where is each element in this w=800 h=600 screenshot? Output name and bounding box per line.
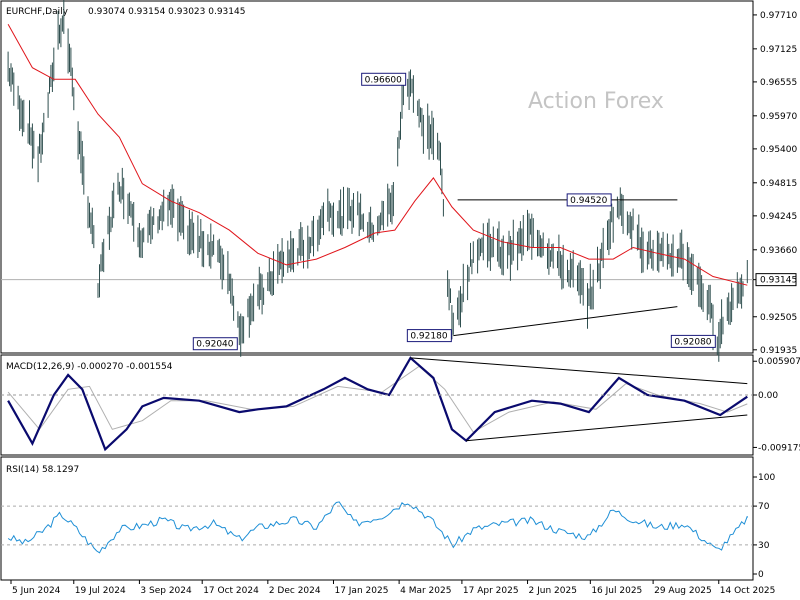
ohlc-header: 0.93074 0.93154 0.93023 0.93145 bbox=[88, 7, 245, 17]
macd-trendline bbox=[410, 357, 748, 385]
moving-average-line bbox=[7, 23, 748, 286]
x-tick-label: 16 Jul 2025 bbox=[591, 586, 642, 596]
annotation-box bbox=[566, 193, 612, 207]
annotation-label: 0.92040 bbox=[196, 340, 233, 350]
watermark: Action Forex bbox=[528, 89, 664, 114]
annotation-box bbox=[406, 329, 452, 343]
price-tick-label: 0.95970 bbox=[760, 112, 797, 122]
x-tick-label: 3 Sep 2024 bbox=[140, 586, 192, 596]
macd-lines bbox=[7, 356, 748, 452]
rsi-panel-title: RSI(14) 58.1297 bbox=[6, 465, 79, 475]
rsi-tick-label: 100 bbox=[758, 473, 775, 483]
x-tick-label: 17 Jan 2025 bbox=[334, 586, 388, 596]
x-tick-label: 29 Aug 2025 bbox=[654, 586, 712, 596]
macd-tick-label: 0.00 bbox=[758, 391, 778, 401]
annotation-label: 0.92080 bbox=[674, 337, 711, 347]
price-tick-label: 0.97125 bbox=[760, 45, 797, 55]
rsi-axis: 100 70 30 0 bbox=[1, 473, 775, 580]
x-tick-label: 4 Mar 2025 bbox=[400, 586, 451, 596]
moving-average bbox=[7, 23, 748, 286]
price-axis: 0.97710 0.97125 0.96555 0.95970 0.95400 0.948… bbox=[753, 11, 797, 356]
price-panel-title: EURCHF,Daily bbox=[6, 7, 69, 17]
x-tick-label: 19 Jul 2024 bbox=[75, 586, 126, 596]
macd-tick-label: 0.005907 bbox=[758, 357, 800, 367]
price-tick-label: 0.95400 bbox=[760, 145, 797, 155]
macd-axis: 0.005907 0.00 -0.009175 bbox=[1, 357, 800, 453]
rsi-line bbox=[7, 501, 748, 554]
macd-panel bbox=[0, 354, 754, 456]
price-tick-label: 0.93660 bbox=[760, 246, 797, 256]
x-axis: 5 Jun 2024 19 Jul 2024 3 Sep 2024 17 Oct 20… bbox=[10, 580, 776, 596]
price-tick-label: 0.97710 bbox=[760, 11, 797, 21]
x-tick-label: 2 Dec 2024 bbox=[269, 586, 321, 596]
annotation-box bbox=[361, 72, 407, 86]
price-tick-label: 0.91935 bbox=[760, 346, 797, 356]
rsi-lines bbox=[7, 501, 748, 554]
price-tick-label: 0.96555 bbox=[760, 78, 797, 88]
rsi-tick-label: 30 bbox=[758, 541, 770, 551]
price-annotations: 0.96600 0.94520 0.92040 0.92180 0.92080 bbox=[192, 72, 716, 351]
macd-trendline bbox=[466, 414, 748, 442]
annotation-label: 0.94520 bbox=[570, 196, 607, 206]
price-panel bbox=[0, 0, 754, 354]
x-tick-label: 2 Jun 2025 bbox=[529, 586, 577, 596]
rsi-tick-label: 70 bbox=[758, 502, 770, 512]
macd-line bbox=[7, 356, 748, 452]
macd-panel-title: MACD(12,26,9) -0.000270 -0.001554 bbox=[6, 362, 173, 372]
x-tick-label: 17 Oct 2024 bbox=[203, 586, 259, 596]
x-tick-label: 14 Oct 2025 bbox=[720, 586, 776, 596]
x-tick-label: 5 Jun 2024 bbox=[12, 586, 61, 596]
annotation-box bbox=[192, 337, 238, 351]
price-trendline bbox=[453, 306, 678, 337]
rsi-panel bbox=[0, 456, 754, 581]
price-tick-label: 0.92505 bbox=[760, 313, 797, 323]
annotation-label: 0.96600 bbox=[365, 75, 402, 85]
macd-tick-label: -0.009175 bbox=[758, 443, 800, 453]
price-tick-label: 0.94815 bbox=[760, 179, 797, 189]
annotation-box bbox=[670, 334, 716, 348]
current-price-box bbox=[755, 273, 797, 287]
x-tick-label: 17 Apr 2025 bbox=[463, 586, 519, 596]
rsi-tick-label: 0 bbox=[758, 570, 764, 580]
price-tick-label: 0.94245 bbox=[760, 212, 797, 222]
price-bars bbox=[7, 0, 748, 362]
annotation-label: 0.92180 bbox=[410, 332, 447, 342]
current-price-label: 0.93145 bbox=[760, 276, 797, 286]
